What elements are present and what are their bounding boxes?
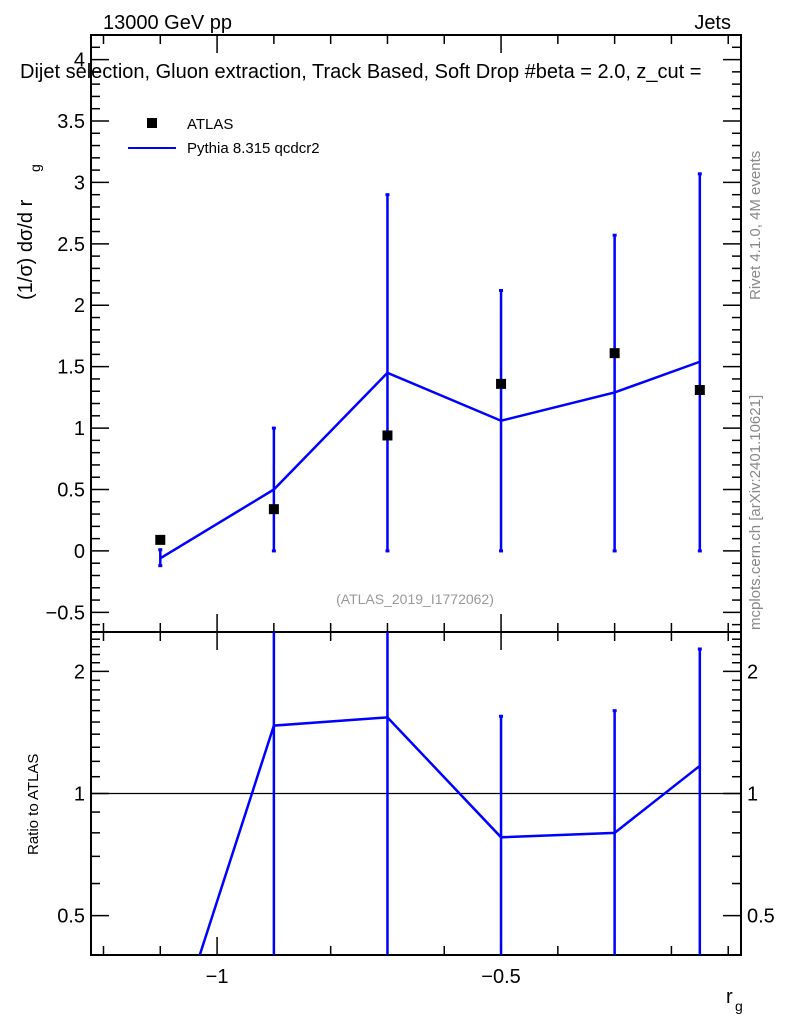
ratio-pythia-line [198,716,701,956]
y-tick-label: 4 [74,50,85,72]
ratio-y-tick-label: 2 [74,661,85,683]
ratio-y-tick-label-right: 1 [747,784,758,806]
y-tick-label: 2 [74,295,85,317]
ratio-y-tick-label-right: 2 [747,661,758,683]
analysis-watermark: (ATLAS_2019_I1772062) [336,591,494,607]
legend-pythia-label: Pythia 8.315 qcdcr2 [187,140,320,157]
error-bar-cap [697,549,702,553]
ratio-y-tick-label-right: 0.5 [747,906,775,928]
y-axis-label-sub: g [27,164,43,172]
y-tick-label: 2.5 [57,234,85,256]
atlas-data-point [155,534,166,545]
error-bar-cap [271,549,276,553]
header-left: 13000 GeV pp [103,12,232,34]
ratio-y-tick-label: 0.5 [57,906,85,928]
error-bar-cap [271,426,276,430]
error-bar-cap [499,549,504,553]
atlas-data-point [496,378,507,389]
header-right: Jets [694,12,731,34]
legend-atlas-marker [147,118,157,128]
y-tick-label: 0 [74,541,85,563]
error-bar-cap [385,549,390,553]
y-tick-label: 1.5 [57,357,85,379]
error-bar-cap [158,564,163,568]
y-tick-label: 0.5 [57,480,85,502]
ratio-y-axis-label: Ratio to ATLAS [25,754,42,855]
atlas-data-point [609,348,620,359]
error-bar-cap [158,548,163,552]
y-tick-label: −0.5 [46,602,85,624]
ratio-error-cap [697,647,702,651]
error-bar-cap [385,193,390,197]
x-axis-label: r [726,986,733,1008]
y-tick-label: 3 [74,172,85,194]
error-bar-cap [499,289,504,293]
rivet-version-text: Rivet 4.1.0, 4M events [747,151,764,300]
error-bar-cap [697,172,702,176]
y-axis-label: (1/σ) dσ/d r [15,199,37,300]
ratio-y-tick-label: 1 [74,784,85,806]
ratio-error-cap [499,714,504,718]
error-bar-cap [612,233,617,237]
mcplots-credit-text: mcplots.cern.ch [arXiv:2401.10621] [747,395,764,630]
y-tick-label: 1 [74,418,85,440]
atlas-data-point [694,385,705,396]
atlas-data-point [382,430,393,441]
pythia-line [159,360,701,560]
plot-title: Dijet selection, Gluon extraction, Track… [20,61,702,83]
x-tick-label: −1 [206,966,229,988]
x-axis-label-sub: g [735,998,743,1014]
error-bar-cap [612,549,617,553]
atlas-data-point [268,504,279,515]
x-tick-label: −0.5 [481,966,520,988]
ratio-error-cap [612,709,617,713]
y-tick-label: 3.5 [57,111,85,133]
legend-atlas-label: ATLAS [187,116,233,133]
